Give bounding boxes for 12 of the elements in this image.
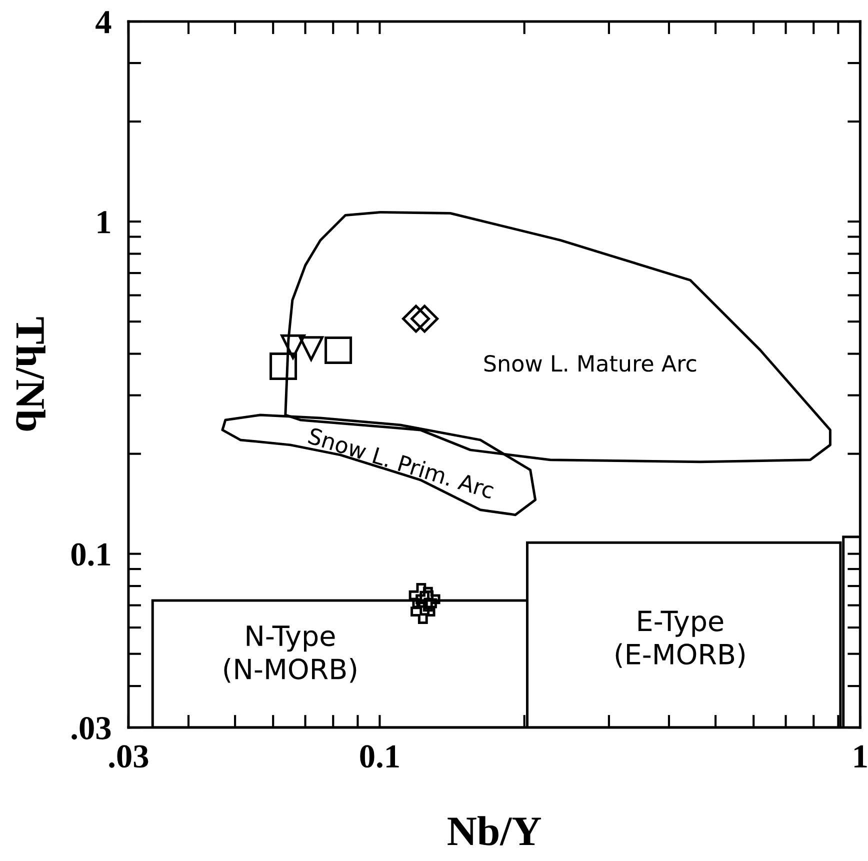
annotation: N-Type (N-MORB) xyxy=(224,626,356,683)
y-tick-label: 4 xyxy=(96,11,112,34)
x-tick-label: 0.1 xyxy=(360,745,399,768)
y-tick-label: 1 xyxy=(98,211,110,234)
y-tick-label: 0.1 xyxy=(71,543,110,566)
annotation: Snow L. Prim. Arc xyxy=(308,426,496,499)
annotation: E-Type (E-MORB) xyxy=(616,610,745,668)
annotation: Snow L. Mature Arc xyxy=(484,354,696,372)
y-axis-title: Th/Nb xyxy=(16,317,46,431)
y-tick-label: .03 xyxy=(72,716,111,740)
x-tick-label: 1 xyxy=(854,745,867,768)
x-axis-title: Nb/Y xyxy=(448,816,541,846)
